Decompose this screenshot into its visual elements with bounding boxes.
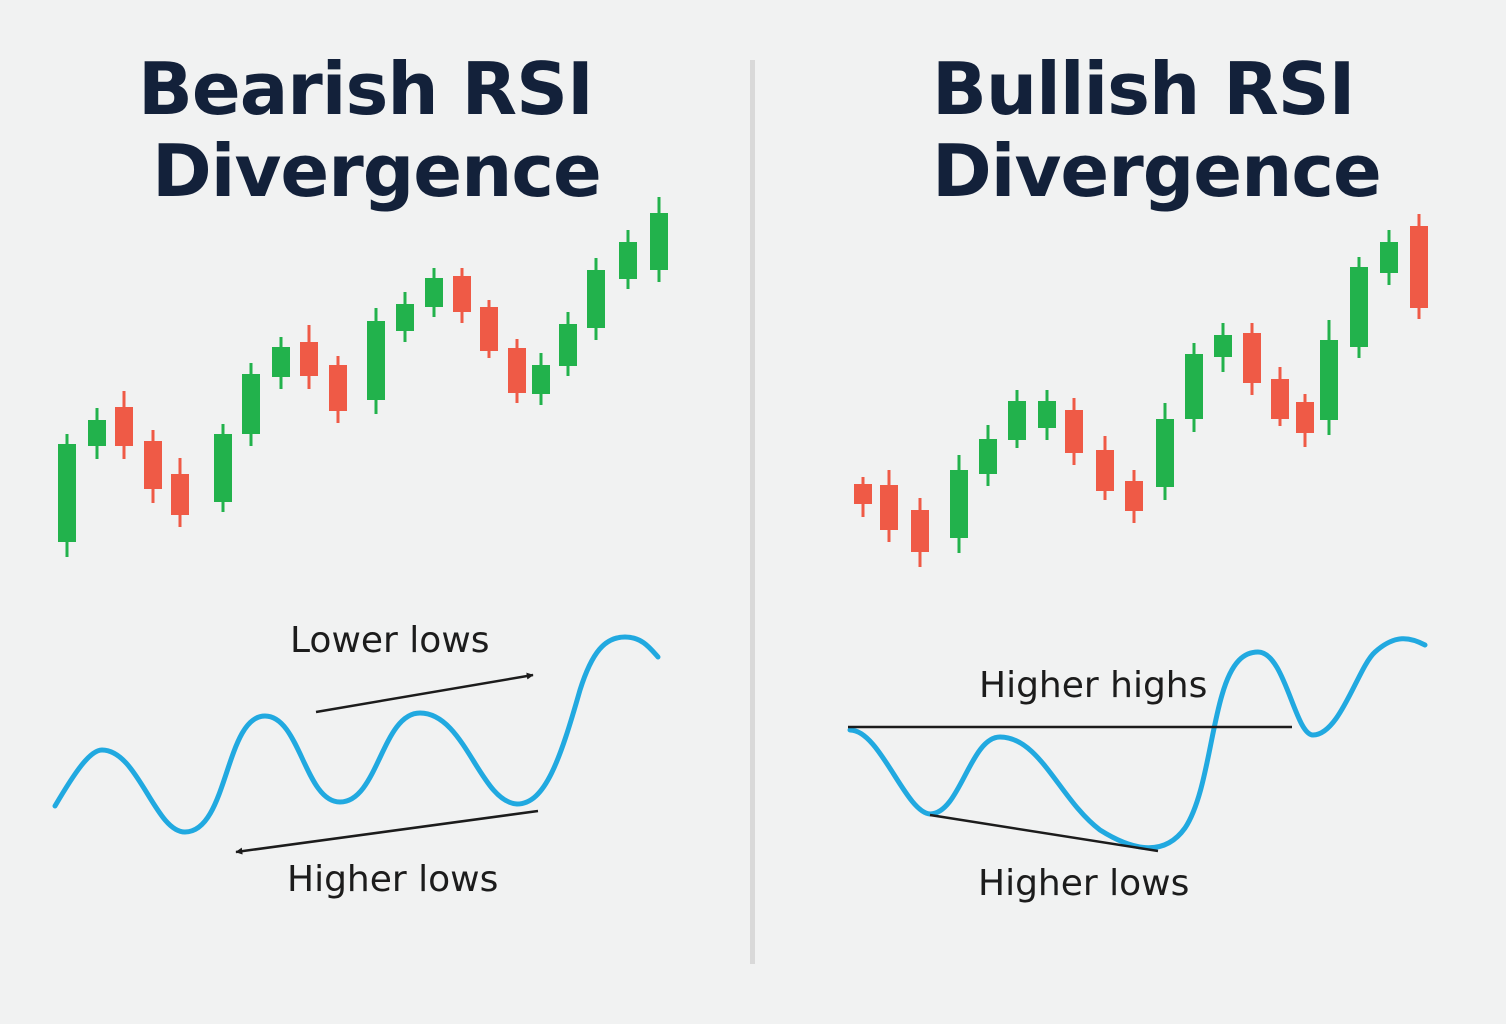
candle	[1125, 470, 1143, 523]
bearish-title-line2: Divergence	[152, 129, 602, 213]
higher-lows-arrow	[235, 809, 539, 855]
candle	[171, 458, 189, 527]
candle	[1243, 323, 1261, 395]
bullish-label-bottom: Higher lows	[978, 863, 1189, 904]
candle	[619, 230, 637, 289]
bullish-candlestick-chart	[854, 214, 1428, 567]
candle	[1185, 343, 1203, 432]
candle	[272, 337, 290, 389]
candle	[979, 425, 997, 486]
bullish-label-top: Higher highs	[979, 665, 1207, 706]
bullish-title: Bullish RSI Divergence	[932, 47, 1382, 213]
candle	[242, 363, 260, 446]
lower-lows-arrow	[315, 672, 534, 714]
bearish-title-line1: Bearish RSI	[138, 47, 594, 131]
candle	[144, 430, 162, 503]
candle	[911, 498, 929, 567]
candle	[559, 312, 577, 376]
candle	[367, 308, 385, 414]
candle	[1320, 320, 1338, 435]
candle	[88, 408, 106, 459]
candle	[115, 391, 133, 459]
candle	[650, 197, 668, 282]
candle	[480, 300, 498, 358]
candle	[587, 258, 605, 340]
candle	[1410, 214, 1428, 319]
candle	[1065, 398, 1083, 465]
candle	[880, 470, 898, 542]
bearish-rsi-wave	[52, 634, 661, 835]
bearish-title: Bearish RSI Divergence	[138, 47, 602, 213]
candle	[1350, 257, 1368, 358]
bullish-title-line2: Divergence	[932, 129, 1382, 213]
candle	[532, 353, 550, 405]
bullish-rsi-wave	[847, 636, 1428, 851]
candle	[1214, 323, 1232, 372]
candle	[300, 325, 318, 389]
candle	[425, 268, 443, 317]
candle	[1380, 230, 1398, 285]
candle	[950, 455, 968, 553]
candle	[453, 268, 471, 323]
panel-divider	[750, 60, 755, 964]
candle	[329, 356, 347, 423]
candle	[1008, 390, 1026, 448]
candle	[508, 339, 526, 403]
bearish-label-top: Lower lows	[290, 620, 490, 661]
candle	[214, 424, 232, 512]
candle	[396, 292, 414, 342]
higher-lows-line	[929, 813, 1159, 853]
candle	[1156, 403, 1174, 500]
candle	[1296, 394, 1314, 447]
bullish-title-line1: Bullish RSI	[932, 47, 1355, 131]
bearish-label-bottom: Higher lows	[287, 859, 498, 900]
candle	[1038, 390, 1056, 440]
candle	[1271, 367, 1289, 426]
candle	[854, 477, 872, 517]
candle	[58, 434, 76, 557]
candle	[1096, 436, 1114, 500]
bearish-candlestick-chart	[58, 197, 668, 557]
